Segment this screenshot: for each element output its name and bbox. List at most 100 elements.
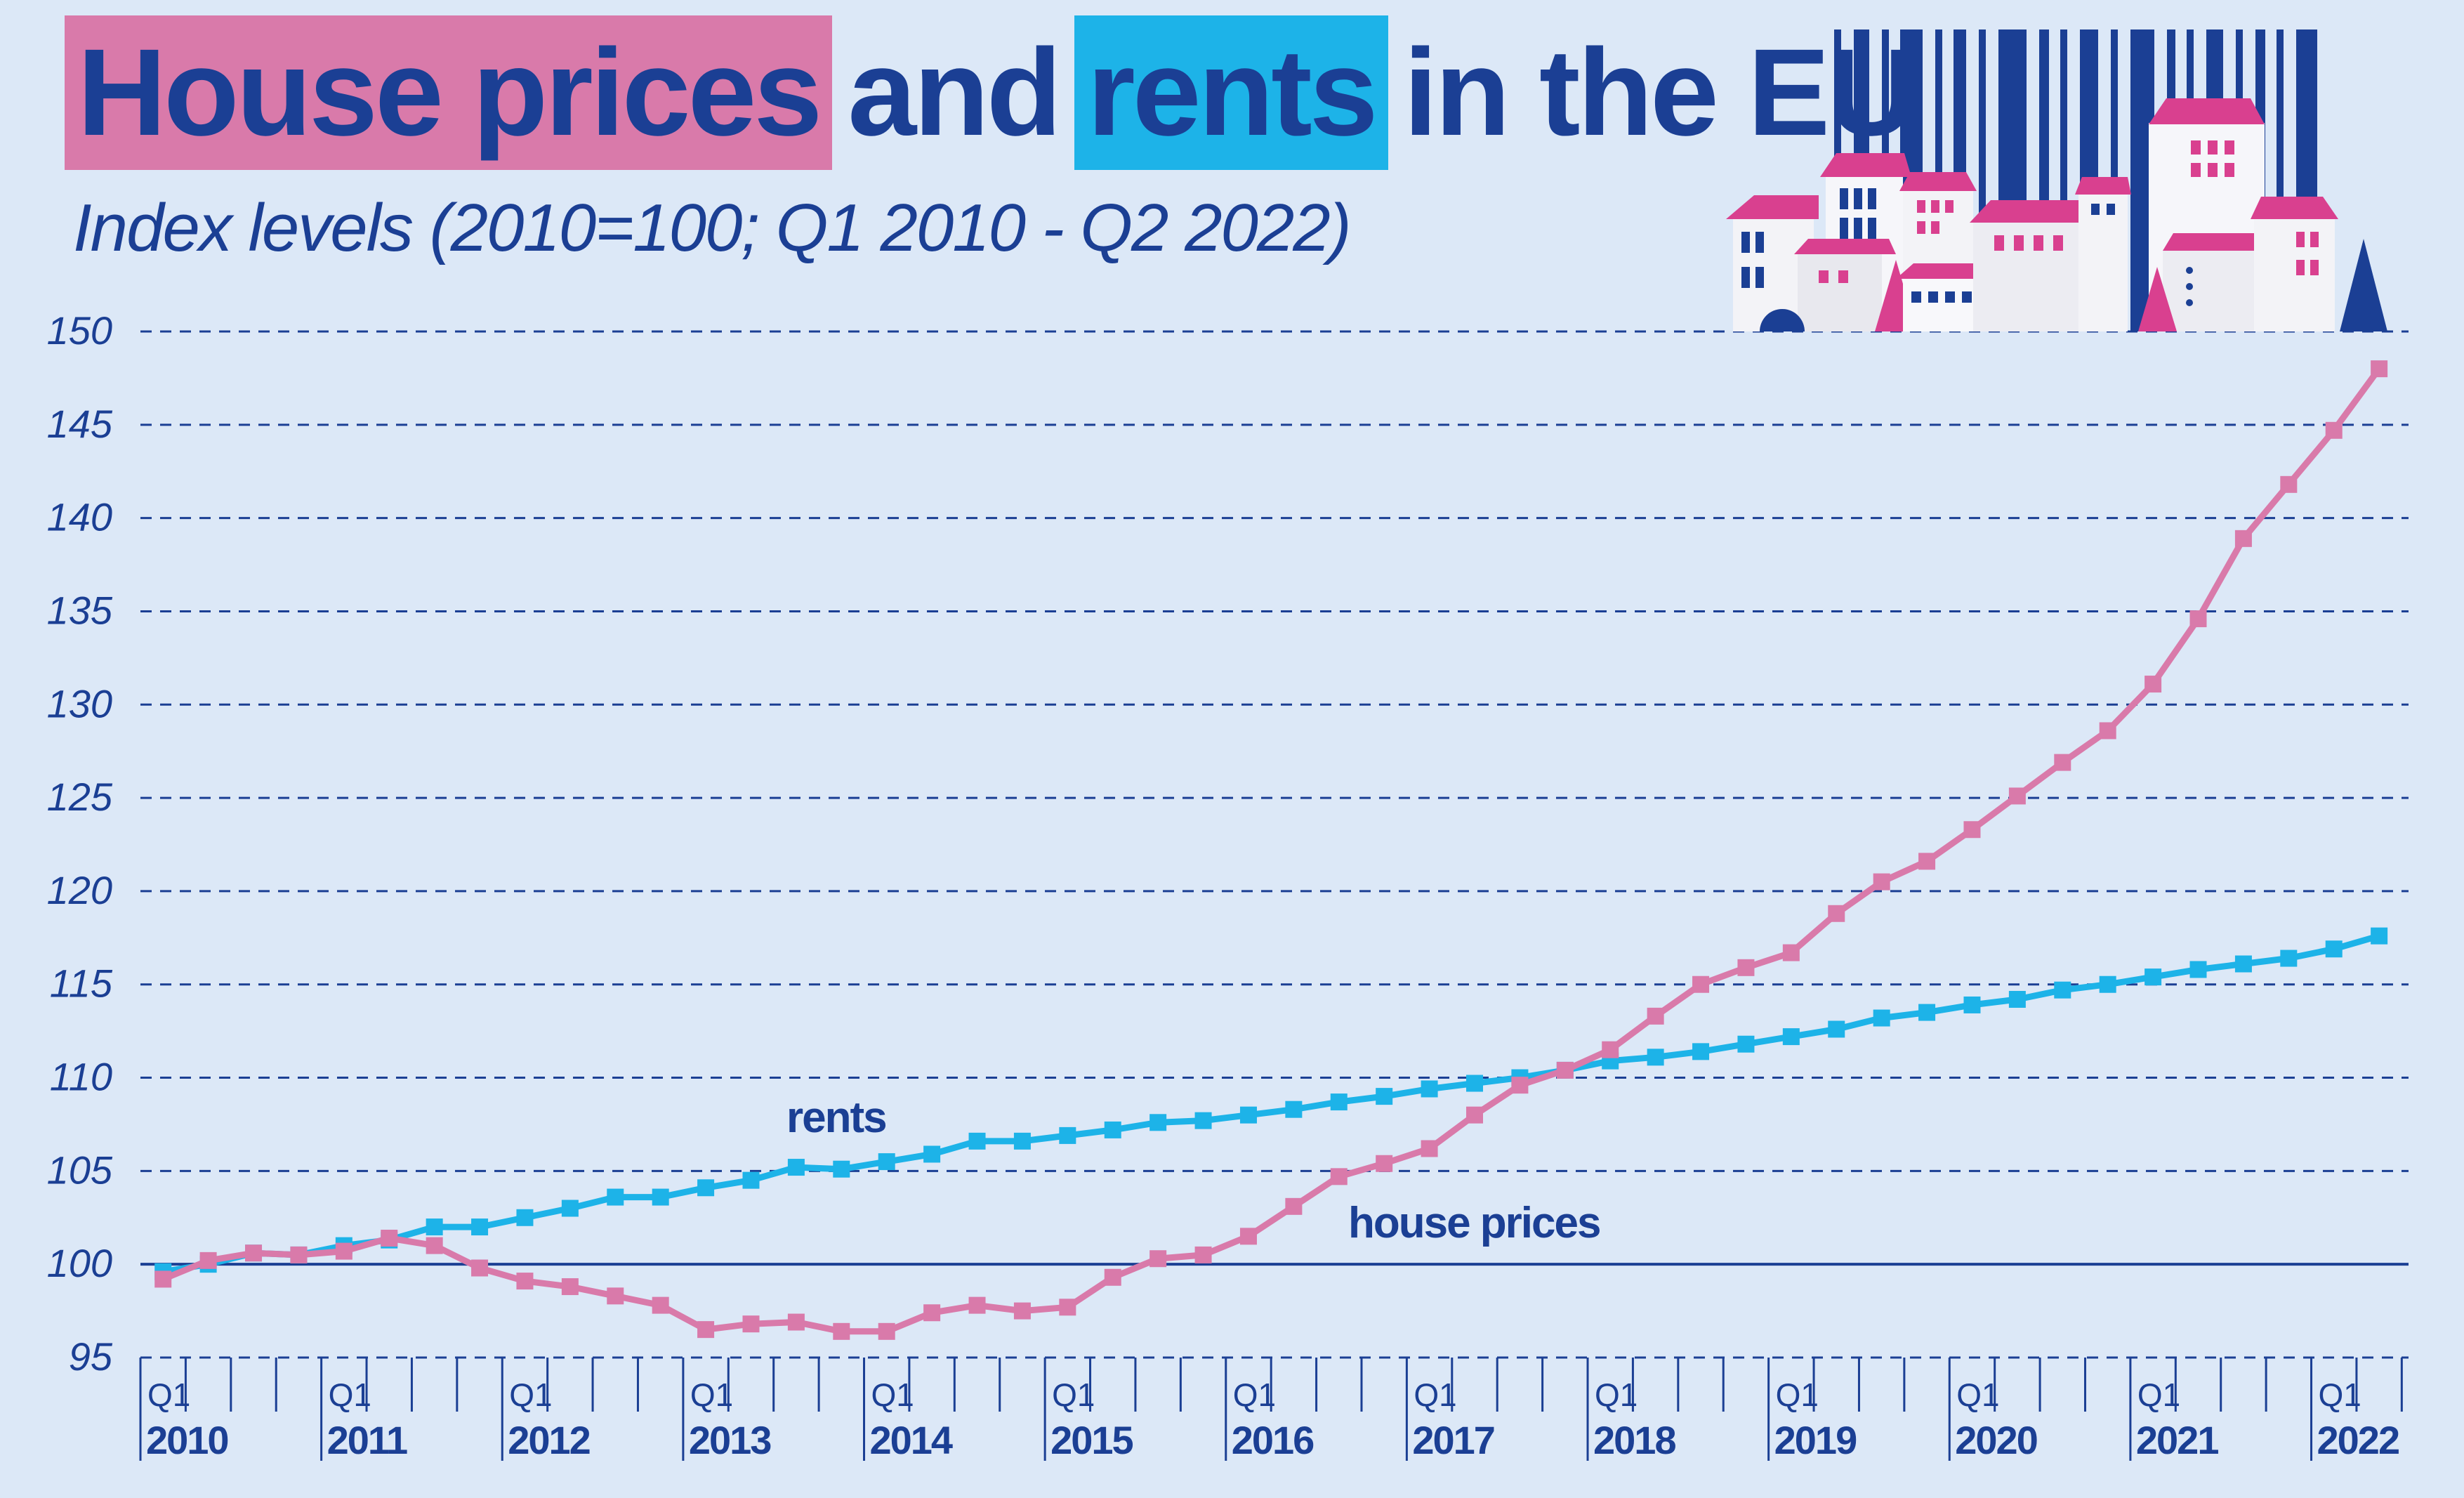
- x-quarter-label: Q1: [329, 1377, 371, 1413]
- data-point-rents: [1376, 1088, 1393, 1105]
- data-point-house-prices: [1873, 873, 1890, 891]
- data-point-rents: [742, 1171, 760, 1189]
- data-point-house-prices: [1737, 959, 1755, 976]
- data-point-rents: [1149, 1114, 1167, 1131]
- data-point-rents: [878, 1153, 895, 1171]
- data-point-house-prices: [471, 1259, 489, 1277]
- x-quarter-label: Q1: [2319, 1377, 2361, 1413]
- data-point-house-prices: [2145, 676, 2162, 693]
- series-line-house-prices: [162, 367, 2382, 1335]
- page-title: House prices and rents in the EU: [65, 15, 1929, 170]
- data-point-rents: [968, 1132, 986, 1150]
- x-quarter-label: Q1: [1052, 1377, 1095, 1413]
- x-quarter-label: Q1: [509, 1377, 552, 1413]
- data-point-rents: [1104, 1121, 1121, 1138]
- gridlines: [140, 330, 2409, 1359]
- data-point-house-prices: [2008, 787, 2026, 805]
- y-tick-label-110: 110: [50, 1055, 112, 1099]
- data-point-house-prices: [2371, 360, 2388, 378]
- data-point-house-prices: [878, 1322, 895, 1340]
- data-point-house-prices: [1782, 944, 1800, 961]
- data-point-house-prices: [1285, 1197, 1303, 1215]
- y-tick-label-120: 120: [47, 868, 112, 912]
- data-point-house-prices: [1466, 1106, 1483, 1124]
- x-quarter-label: Q1: [1414, 1377, 1456, 1413]
- data-point-rents: [923, 1145, 941, 1163]
- title-in-the-eu: in the EU: [1403, 24, 1917, 162]
- data-point-house-prices: [1828, 905, 1845, 922]
- data-point-house-prices: [1421, 1140, 1438, 1157]
- x-quarter-label: Q1: [871, 1377, 914, 1413]
- data-point-rents: [2325, 940, 2343, 958]
- data-point-house-prices: [1556, 1061, 1574, 1079]
- x-year-label-2016: 2016: [1232, 1418, 1314, 1462]
- data-point-house-prices: [426, 1237, 443, 1254]
- annotation-house-prices: house prices: [1348, 1199, 1600, 1247]
- data-point-house-prices: [516, 1273, 534, 1290]
- data-point-house-prices: [1647, 1007, 1664, 1025]
- x-year-label-2012: 2012: [508, 1418, 590, 1462]
- x-year-label-2015: 2015: [1050, 1418, 1133, 1462]
- x-year-label-2019: 2019: [1774, 1418, 1857, 1462]
- data-point-rents: [1737, 1035, 1755, 1053]
- data-point-house-prices: [199, 1251, 217, 1269]
- x-year-label-2013: 2013: [689, 1418, 771, 1462]
- data-point-rents: [787, 1159, 805, 1176]
- series-rents: [154, 927, 2388, 1280]
- data-point-rents: [833, 1160, 850, 1178]
- data-point-house-prices: [652, 1296, 669, 1314]
- data-point-house-prices: [290, 1246, 308, 1263]
- data-point-house-prices: [1511, 1077, 1529, 1094]
- data-point-rents: [697, 1179, 715, 1197]
- data-point-rents: [607, 1188, 624, 1206]
- data-point-house-prices: [968, 1296, 986, 1314]
- data-point-rents: [2099, 975, 2116, 993]
- data-point-house-prices: [335, 1242, 353, 1260]
- data-point-rents: [471, 1218, 489, 1236]
- data-point-rents: [2189, 961, 2207, 978]
- data-point-house-prices: [1376, 1155, 1393, 1172]
- y-tick-label-130: 130: [47, 681, 112, 725]
- series-lines: [154, 360, 2388, 1340]
- data-point-rents: [2234, 955, 2252, 973]
- data-point-rents: [1059, 1126, 1076, 1144]
- data-point-house-prices: [1149, 1250, 1167, 1268]
- data-point-rents: [1466, 1075, 1483, 1092]
- x-quarter-label: Q1: [2137, 1377, 2180, 1413]
- data-point-rents: [426, 1218, 443, 1236]
- x-year-label-2014: 2014: [870, 1418, 953, 1462]
- data-point-house-prices: [381, 1229, 398, 1247]
- y-tick-label-145: 145: [47, 402, 113, 446]
- data-point-house-prices: [1692, 975, 1710, 993]
- data-point-house-prices: [787, 1313, 805, 1331]
- data-point-rents: [2145, 968, 2162, 986]
- data-point-house-prices: [923, 1304, 941, 1322]
- data-point-rents: [2008, 990, 2026, 1008]
- series-annotations: rents house prices: [786, 1093, 1601, 1247]
- data-point-rents: [2371, 927, 2388, 945]
- y-tick-label-125: 125: [47, 775, 113, 819]
- data-point-rents: [1828, 1020, 1845, 1038]
- x-year-label-2011: 2011: [327, 1418, 407, 1462]
- data-point-rents: [1647, 1049, 1664, 1066]
- data-point-house-prices: [1602, 1041, 1619, 1058]
- x-quarter-label: Q1: [1233, 1377, 1276, 1413]
- data-point-house-prices: [245, 1244, 263, 1262]
- y-axis-tick-labels: 95 100 105 110 115 120 125 130 135 140 145 150: [47, 308, 113, 1379]
- x-quarter-label: Q1: [1776, 1377, 1819, 1413]
- x-year-label-2021: 2021: [2136, 1418, 2218, 1462]
- data-point-rents: [1918, 1004, 1936, 1021]
- title-and: and: [848, 24, 1062, 162]
- data-point-rents: [1782, 1028, 1800, 1046]
- y-tick-label-100: 100: [47, 1241, 112, 1285]
- data-point-house-prices: [2189, 610, 2207, 628]
- data-point-house-prices: [2054, 754, 2071, 771]
- y-tick-label-135: 135: [47, 588, 113, 632]
- x-year-label-2018: 2018: [1593, 1418, 1675, 1462]
- data-point-house-prices: [833, 1322, 850, 1340]
- data-point-house-prices: [2099, 722, 2116, 740]
- y-tick-label-115: 115: [50, 961, 113, 1006]
- city-houses-icon: [1726, 29, 2387, 331]
- x-quarter-label: Q1: [1595, 1377, 1638, 1413]
